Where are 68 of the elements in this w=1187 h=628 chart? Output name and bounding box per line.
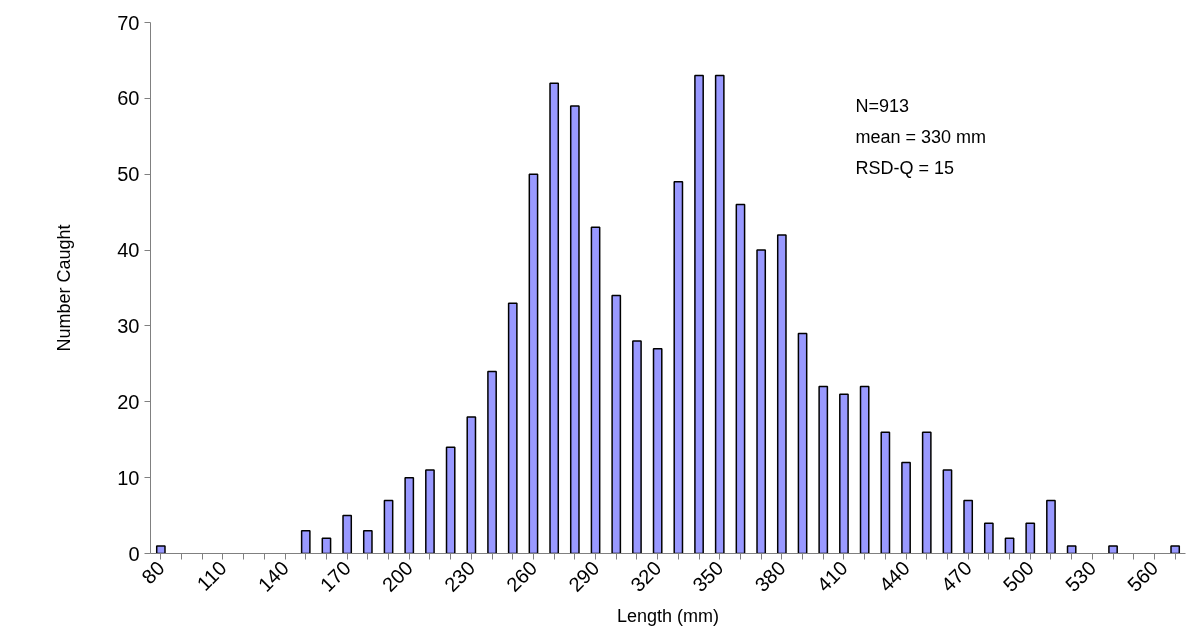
- bar: [1066, 545, 1077, 554]
- bar: [901, 461, 911, 554]
- bar: [487, 370, 497, 554]
- bar: [445, 446, 456, 554]
- annotation: N=913: [855, 95, 910, 116]
- bar: [921, 431, 932, 554]
- x-tick-label: 530: [1060, 556, 1101, 596]
- bar: [590, 226, 601, 554]
- bar: [818, 385, 829, 554]
- bar: [839, 393, 849, 554]
- bar: [383, 499, 394, 554]
- bar: [528, 173, 539, 554]
- x-tick-label: 200: [377, 556, 418, 596]
- y-tick-label: 70: [117, 11, 140, 34]
- x-tick-label: 320: [626, 556, 666, 596]
- x-tick-label: 410: [812, 556, 852, 596]
- bar: [673, 181, 684, 554]
- x-tick-label: 470: [936, 556, 976, 596]
- x-tick-label: 560: [1123, 556, 1163, 596]
- bar: [1108, 545, 1118, 554]
- y-tick-label: 30: [117, 314, 140, 337]
- annotation: mean = 330 mm: [855, 126, 987, 147]
- bar: [1025, 522, 1036, 554]
- bar: [694, 74, 704, 554]
- bar: [466, 416, 477, 554]
- bar: [1046, 499, 1056, 554]
- x-tick-label: 350: [688, 556, 728, 596]
- y-tick-label: 0: [128, 542, 140, 565]
- x-tick-label: 140: [253, 556, 293, 596]
- y-axis-title: Number Caught: [54, 224, 75, 352]
- bar: [632, 340, 642, 554]
- bar: [507, 302, 518, 554]
- y-tick-label: 40: [117, 239, 140, 262]
- bar: [362, 529, 373, 554]
- bar: [652, 347, 663, 554]
- annotation: RSD-Q = 15: [855, 157, 955, 178]
- bar: [776, 234, 787, 554]
- y-tick-label: 60: [117, 87, 140, 110]
- x-tick-label: 110: [192, 556, 231, 595]
- x-tick-label: 440: [874, 556, 914, 596]
- y-tick-label: 10: [117, 466, 140, 489]
- bar: [155, 545, 166, 554]
- bar: [714, 74, 725, 554]
- bar: [549, 82, 560, 554]
- x-tick-label: 260: [502, 556, 542, 596]
- bar: [963, 499, 974, 554]
- x-axis-title: Length (mm): [616, 606, 720, 626]
- bar: [404, 476, 415, 554]
- bar: [983, 522, 994, 554]
- bar: [797, 332, 808, 554]
- bar: [756, 249, 767, 554]
- y-tick-label: 20: [117, 390, 140, 413]
- x-tick-label: 230: [439, 556, 480, 596]
- bar: [735, 203, 746, 554]
- bar: [342, 514, 353, 554]
- y-tick-label: 50: [117, 163, 140, 186]
- x-tick-label: 290: [564, 556, 604, 596]
- bar: [425, 469, 435, 554]
- bar: [611, 294, 622, 554]
- x-tick-label: 170: [315, 556, 355, 596]
- bar: [880, 431, 891, 554]
- bar: [1170, 545, 1181, 554]
- bar: [300, 529, 311, 554]
- bar: [942, 469, 953, 554]
- x-tick-label: 380: [750, 556, 790, 596]
- bar: [569, 105, 580, 554]
- bar: [859, 385, 870, 554]
- x-tick-label: 500: [998, 556, 1039, 596]
